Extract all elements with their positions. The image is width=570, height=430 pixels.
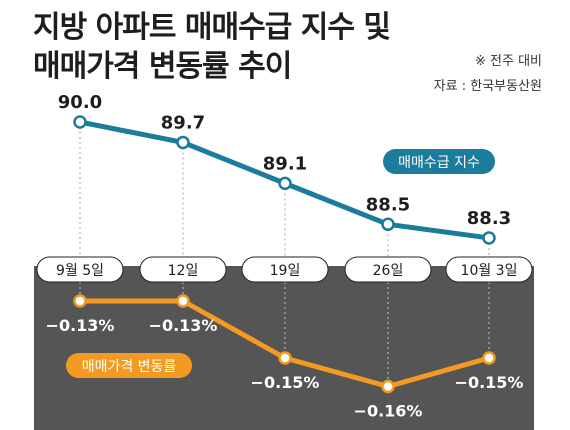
x-tick-label: 26일 — [373, 263, 404, 279]
data-label-index: 89.1 — [263, 153, 307, 174]
legend-badge-index — [383, 149, 495, 174]
category-pill — [241, 256, 329, 283]
chart-title-line-2: 매매가격 변동률 추이 — [33, 49, 292, 84]
data-label-index: 88.5 — [366, 194, 410, 215]
x-tick-label: 9월 5일 — [56, 263, 104, 279]
data-point-index — [381, 217, 395, 232]
data-label-index: 89.7 — [161, 112, 205, 133]
data-point-index — [278, 176, 292, 191]
legend-label-rate: 매매가격 변동률 — [82, 359, 177, 375]
data-label-index: 88.3 — [467, 208, 511, 229]
category-pill — [445, 256, 533, 283]
data-label-rate: −0.13% — [46, 316, 115, 335]
basis-note: ※ 전주 대비 — [475, 54, 542, 69]
data-point-rate — [482, 351, 496, 365]
x-tick-label: 10월 3일 — [461, 263, 518, 279]
category-pill — [344, 256, 432, 283]
data-point-rate — [73, 294, 87, 308]
data-point-index — [482, 231, 496, 245]
category-pill — [139, 256, 227, 283]
data-point-rate — [381, 379, 395, 394]
data-point-rate — [278, 351, 292, 365]
data-label-rate: −0.15% — [251, 373, 320, 392]
category-pill — [36, 256, 124, 283]
data-label-rate: −0.16% — [354, 402, 423, 421]
data-point-index — [73, 115, 87, 129]
x-tick-label: 19일 — [270, 263, 301, 279]
source-note: 자료 : 한국부동산원 — [433, 79, 542, 94]
data-point-rate — [176, 294, 190, 308]
x-tick-label: 12일 — [168, 263, 199, 279]
data-label-index: 90.0 — [58, 92, 102, 113]
legend-badge-rate — [66, 353, 192, 378]
legend-label-index: 매매수급 지수 — [398, 155, 480, 171]
data-label-rate: −0.13% — [149, 316, 218, 335]
data-point-index — [176, 135, 190, 150]
data-label-rate: −0.15% — [455, 373, 524, 392]
lower-panel — [34, 266, 534, 430]
chart-title-line-1: 지방 아파트 매매수급 지수 및 — [33, 10, 391, 45]
